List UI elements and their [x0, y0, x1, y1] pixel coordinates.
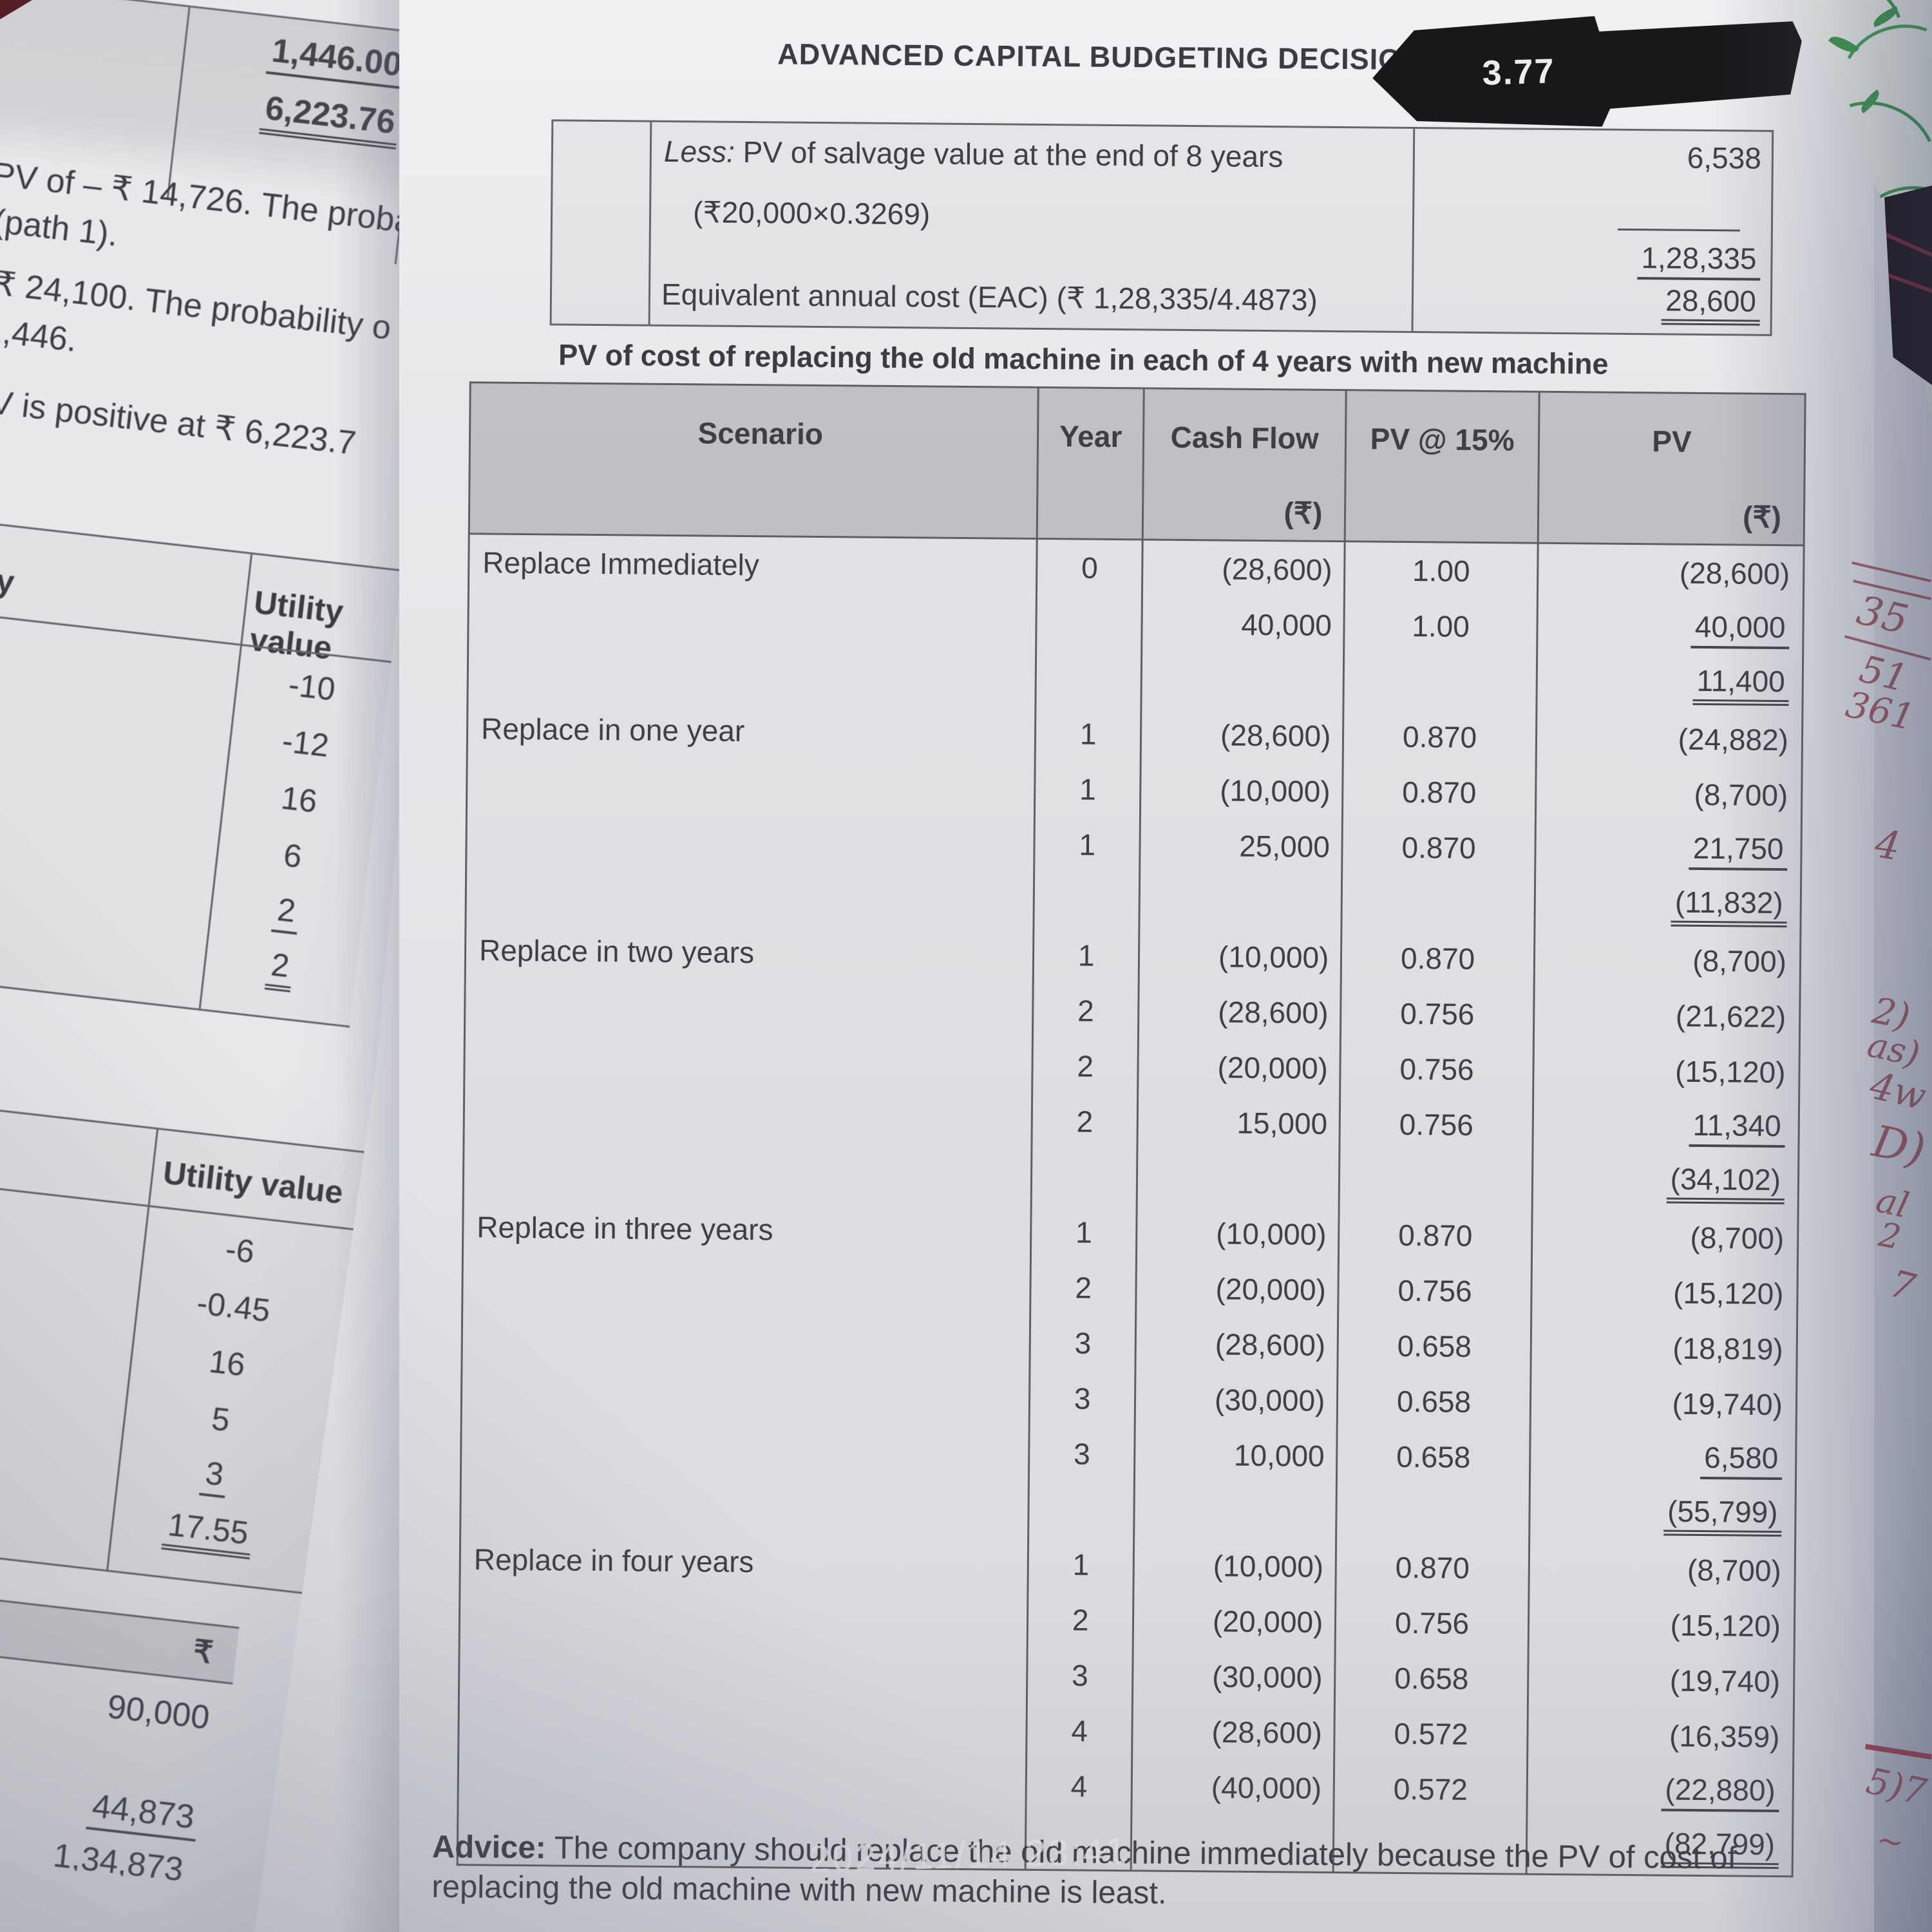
left-top-value-1: 1,446.00: [265, 30, 408, 90]
subheader-blank: [1345, 486, 1539, 544]
table-title: PV of cost of replacing the old machine …: [558, 338, 1609, 381]
left-paragraph: ₹ 1,446.: [0, 308, 79, 359]
table-border: [648, 122, 652, 325]
subheader-pv-currency: (₹): [1537, 488, 1804, 545]
dark-object: [1884, 185, 1932, 385]
handwritten-note: 2: [1875, 1215, 1904, 1258]
salvage-value: 6,538: [1687, 140, 1762, 175]
subheader-cashflow-currency: (₹): [1142, 484, 1346, 542]
handwritten-note: ~: [1873, 1820, 1907, 1862]
eac-value: 28,600: [1661, 283, 1761, 326]
column-header-pv15: PV @ 15%: [1345, 390, 1540, 488]
less-label-prefix: Less:: [663, 134, 735, 169]
eac-table: Less: PV of salvage value at the end of …: [549, 119, 1774, 336]
handwritten-note: 4: [1871, 821, 1904, 870]
handwriting-line: [1865, 1743, 1932, 1760]
page-number: 3.77: [1481, 52, 1556, 93]
red-pattern-line: [1884, 227, 1932, 263]
right-page: ADVANCED CAPITAL BUDGETING DECISIONS 3.7…: [399, 0, 1874, 1932]
utility-table-2: Utility value -6 -0.45 16 5 3 17.55: [0, 1103, 393, 1599]
left-bottom-value: 44,873: [86, 1786, 200, 1842]
sum-rule: [1617, 228, 1740, 232]
less-label: PV of salvage value at the end of 8 year…: [734, 135, 1283, 174]
salvage-calc-label: (₹20,000×0.3269): [692, 195, 931, 231]
column-header-pv: PV: [1538, 392, 1806, 491]
column-header-scenario: Scenario: [469, 382, 1039, 484]
replacement-pv-table: Scenario Year Cash Flow PV @ 15% PV (₹) …: [456, 381, 1806, 1878]
left-top-value-2: 6,223.76: [258, 88, 401, 150]
utility-table-2-header: Utility value: [161, 1154, 345, 1211]
subheader-blank: [1037, 483, 1143, 540]
chapter-header-title: ADVANCED CAPITAL BUDGETING DECISIONS: [777, 37, 1443, 77]
utility-table-1-left-header: lity: [0, 559, 17, 601]
handwritten-note: 4w: [1866, 1063, 1931, 1119]
subheader-blank: [469, 478, 1038, 539]
handwritten-note: D): [1868, 1115, 1929, 1177]
currency-header: ₹: [0, 1587, 240, 1685]
advice-label: Advice:: [431, 1829, 547, 1866]
red-pattern-line: [1884, 269, 1932, 299]
timestamp-watermark: 2024/11/14 23:41: [809, 1830, 1129, 1880]
left-paragraph: NPV is positive at ₹ 6,223.7: [0, 378, 358, 462]
main-table-body: Replace Immediately 0 (28,600) 1.00 (28,600)…: [457, 533, 1804, 1877]
table-border: [1411, 129, 1416, 332]
table-border: [166, 7, 191, 200]
total-pv-value: 1,28,335: [1637, 240, 1761, 281]
column-header-year: Year: [1037, 387, 1144, 485]
page-number-banner: 3.77: [1371, 10, 1804, 134]
column-header-cashflow: Cash Flow: [1142, 388, 1347, 487]
utility-table-1-values: -10 -12 16 6 2 2: [201, 650, 390, 1005]
eac-label: Equivalent annual cost (EAC) (₹ 1,28,335…: [661, 277, 1318, 317]
left-table-fragment-bottom: ₹ 90,000 44,873 1,34,873: [0, 1586, 240, 1886]
handwritten-note: 7: [1885, 1261, 1920, 1310]
utility-table-2-values: -6 -0.45 16 5 3 17.55: [109, 1211, 339, 1571]
